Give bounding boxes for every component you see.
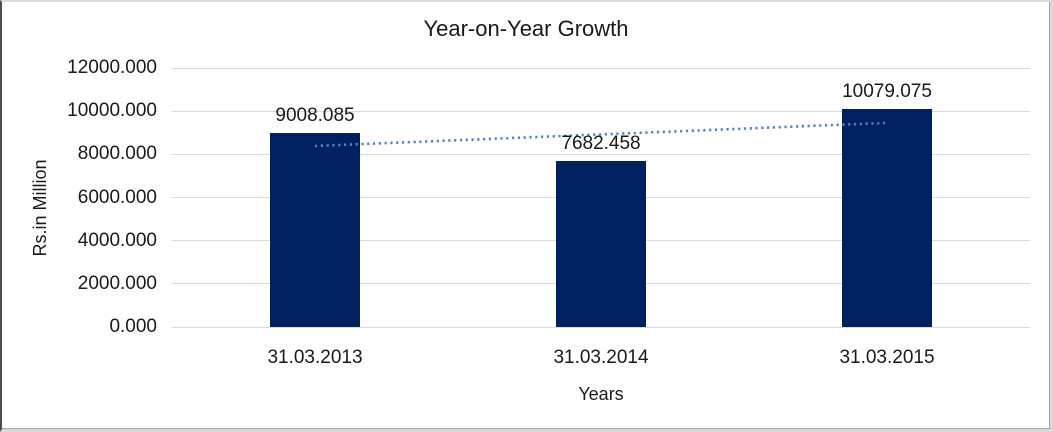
y-axis-tick-label: 2000.000 [77, 272, 157, 294]
bar-data-label: 9008.085 [275, 104, 355, 126]
y-axis-tick-label: 6000.000 [77, 186, 157, 208]
trendline [314, 121, 888, 148]
bar-data-label: 10079.075 [842, 81, 932, 103]
gridline [172, 153, 1030, 155]
y-axis-tick-label: 8000.000 [77, 143, 157, 165]
gridline [172, 67, 1030, 69]
gridline [172, 110, 1030, 112]
bar [556, 161, 646, 327]
x-axis-title: Years [578, 384, 624, 404]
y-axis-tick-label: 4000.000 [77, 229, 157, 251]
bar [842, 109, 932, 327]
y-axis-tick-label: 0.000 [109, 316, 157, 337]
x-axis-category-label: 31.03.2014 [553, 347, 649, 368]
trendline-segment [314, 121, 888, 148]
y-axis-tick-label: 10000.000 [67, 100, 157, 122]
x-axis-category-label: 31.03.2013 [267, 347, 363, 368]
x-axis-category-label: 31.03.2015 [839, 347, 935, 368]
bar-data-label: 7682.458 [561, 133, 641, 155]
chart-title: Year-on-Year Growth [423, 16, 629, 41]
gridline [172, 326, 1030, 328]
y-axis-tick-label: 12000.000 [67, 57, 157, 78]
bar [270, 132, 360, 327]
